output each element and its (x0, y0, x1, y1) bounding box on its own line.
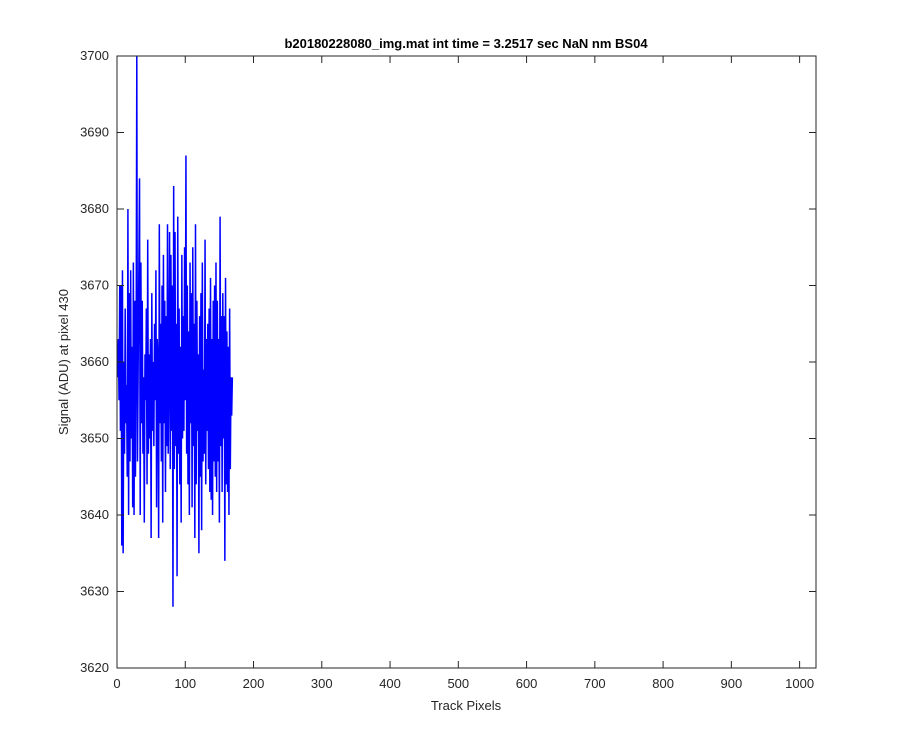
x-tick-label: 800 (652, 676, 674, 691)
series-layer (117, 56, 234, 607)
x-tick-label: 100 (174, 676, 196, 691)
x-tick-label: 200 (243, 676, 265, 691)
x-axis-label: Track Pixels (431, 698, 502, 713)
y-tick-label: 3620 (80, 660, 109, 675)
y-tick-label: 3690 (80, 125, 109, 140)
x-ticks: 0 100 200 300 400 500 600 700 800 900 1000 (113, 56, 814, 691)
y-tick-label: 3630 (80, 584, 109, 599)
y-tick-label: 3700 (80, 48, 109, 63)
x-tick-label: 400 (379, 676, 401, 691)
y-tick-label: 3660 (80, 354, 109, 369)
y-tick-label: 3680 (80, 201, 109, 216)
y-ticks: 3620 3630 3640 3650 3660 3670 3680 3690 3700 (80, 48, 816, 675)
y-tick-label: 3670 (80, 278, 109, 293)
x-tick-label: 600 (516, 676, 538, 691)
x-tick-label: 300 (311, 676, 333, 691)
y-tick-label: 3650 (80, 431, 109, 446)
y-tick-label: 3640 (80, 507, 109, 522)
chart-title: b20180228080_img.mat int time = 3.2517 s… (284, 36, 648, 51)
x-tick-label: 0 (113, 676, 120, 691)
x-tick-label: 1000 (785, 676, 814, 691)
x-tick-label: 900 (721, 676, 743, 691)
x-tick-label: 700 (584, 676, 606, 691)
x-tick-label: 500 (447, 676, 469, 691)
plot-area (117, 56, 816, 668)
y-axis-label: Signal (ADU) at pixel 430 (56, 289, 71, 435)
series-line (117, 56, 234, 607)
